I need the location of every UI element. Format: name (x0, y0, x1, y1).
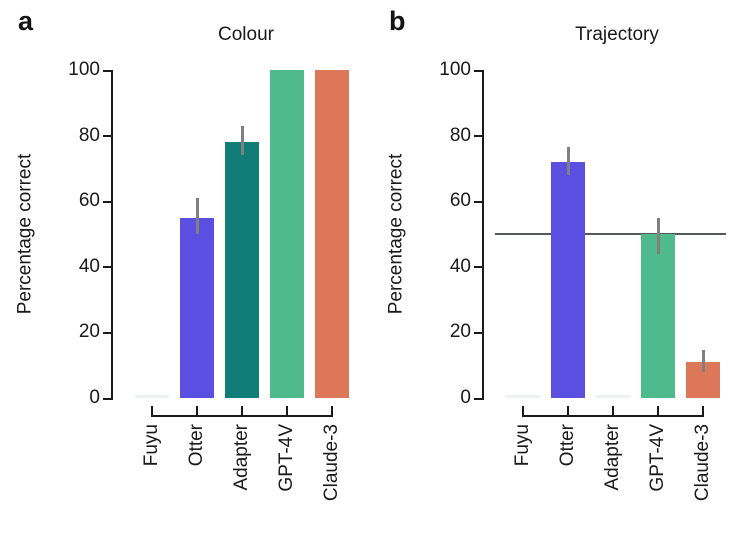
y-axis-tick (103, 266, 111, 269)
category-label-adapter: Adapter (231, 424, 252, 491)
y-tick-label: 20 (449, 321, 471, 343)
category-label-fuyu: Fuyu (512, 424, 533, 467)
x-axis-tick (286, 406, 288, 415)
category-label-fuyu: Fuyu (141, 424, 162, 467)
error-bar-gpt-4v (656, 217, 660, 254)
y-axis-tick (474, 331, 482, 334)
plot-area-trajectory: 0 20 40 60 80 100 Fuyu Otter Adapter GPT-4V Claude… (371, 0, 743, 540)
x-axis-tick (522, 406, 524, 415)
panel-letter-a: a (18, 6, 34, 36)
y-axis-tick (103, 69, 111, 72)
x-axis-spine (151, 415, 333, 417)
x-axis-tick (657, 406, 659, 415)
x-axis-tick (331, 406, 333, 415)
y-tick-label: 20 (78, 321, 100, 343)
category-label-adapter: Adapter (602, 424, 623, 491)
error-bar-otter (195, 197, 199, 234)
panel-b: b Trajectory Percentage correct 0 20 40 60 8… (371, 0, 743, 540)
y-tick-label: 0 (89, 387, 100, 408)
y-axis-tick (474, 200, 482, 203)
category-label-claude-3: Claude-3 (692, 424, 713, 502)
y-tick-label: 100 (68, 59, 100, 80)
y-axis-tick (103, 397, 111, 400)
y-tick-label: 40 (449, 255, 471, 277)
x-axis-spine (522, 415, 704, 417)
error-bar-adapter (240, 125, 244, 156)
bar-otter (551, 161, 585, 398)
panel-a: a Colour Percentage correct 0 20 40 60 80 100… (14, 6, 349, 502)
y-axis-spine (482, 70, 484, 400)
error-bar-otter (566, 147, 570, 175)
x-axis-tick (612, 406, 614, 415)
y-axis-tick (474, 266, 482, 269)
x-axis-tick (702, 406, 704, 415)
y-axis-tick (474, 397, 482, 400)
error-bar-claude-3 (701, 350, 705, 372)
y-tick-label: 0 (460, 387, 471, 408)
panel-letter-b: b (389, 6, 406, 36)
y-axis-tick (474, 135, 482, 138)
x-axis-tick (196, 406, 198, 415)
category-label-otter: Otter (557, 424, 578, 467)
category-label-gpt-4v: GPT-4V (647, 424, 668, 492)
bar-adapter (225, 142, 259, 398)
bar-gpt-4v (270, 70, 304, 398)
x-axis-tick (151, 406, 153, 415)
bar-otter (180, 217, 214, 398)
y-tick-label: 100 (439, 59, 471, 80)
bar-fuyu (135, 395, 169, 398)
y-tick-label: 40 (78, 255, 100, 277)
y-axis-tick (103, 135, 111, 138)
y-axis-tick (103, 331, 111, 334)
y-tick-label: 80 (449, 124, 471, 146)
chart-title-trajectory: Trajectory (575, 24, 659, 45)
x-axis-tick (241, 406, 243, 415)
y-axis-tick (474, 69, 482, 72)
category-label-otter: Otter (186, 424, 207, 467)
bar-adapter (596, 395, 630, 398)
plot-area-colour: 0 20 40 60 80 100 Fuyu Otter Adapter GPT-4V Claude… (68, 59, 349, 502)
chart-title-colour: Colour (218, 24, 274, 45)
category-label-claude-3: Claude-3 (321, 424, 342, 502)
y-tick-label: 60 (78, 190, 100, 212)
y-tick-label: 60 (449, 190, 471, 212)
bar-fuyu (506, 395, 540, 398)
category-label-gpt-4v: GPT-4V (276, 424, 297, 492)
y-tick-label: 80 (78, 124, 100, 146)
x-axis-tick (567, 406, 569, 415)
chance-line (495, 233, 726, 235)
bar-gpt-4v (641, 234, 675, 398)
bar-claude-3 (315, 70, 349, 398)
y-axis-tick (103, 200, 111, 203)
y-axis-spine (111, 70, 113, 400)
